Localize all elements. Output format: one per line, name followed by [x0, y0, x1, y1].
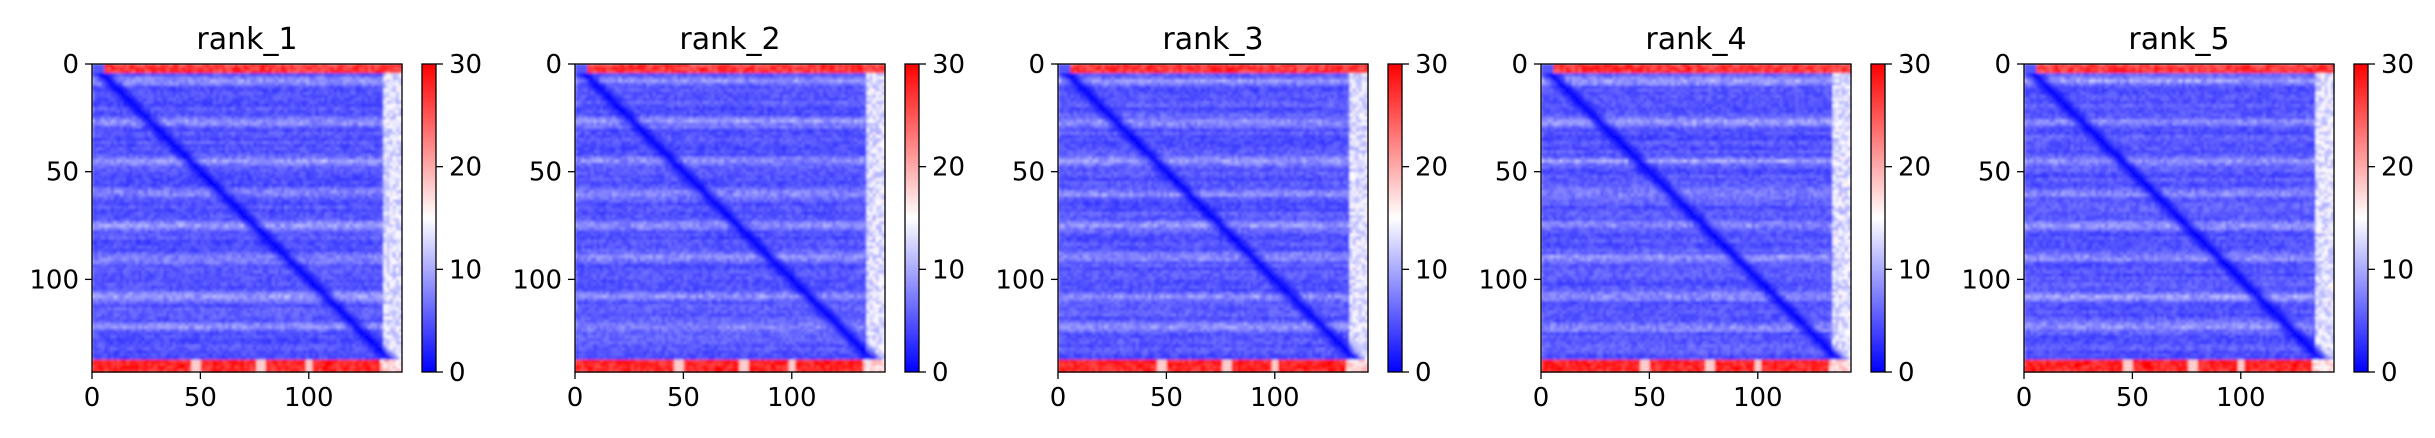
panel-title: rank_1 — [196, 22, 297, 57]
heatmap-cells — [92, 64, 403, 373]
